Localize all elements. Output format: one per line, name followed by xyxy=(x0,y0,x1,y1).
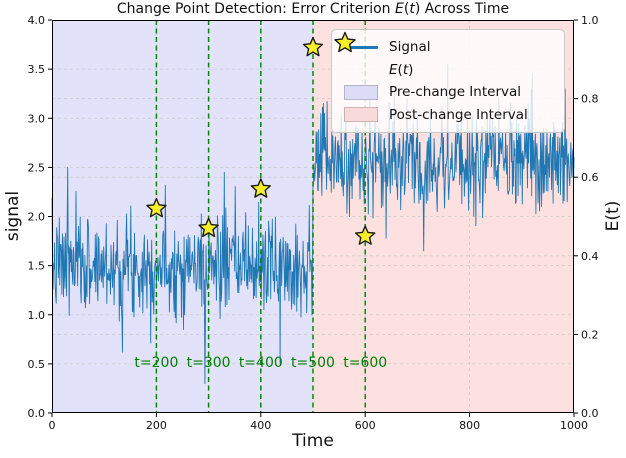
legend-row-e-t-: E(t) xyxy=(334,31,554,81)
y-tick-label-right: 0.8 xyxy=(581,93,599,106)
legend: Signal E(t) Pre-change Interval Post-change… xyxy=(331,29,565,133)
y-tick-label-left: 3.0 xyxy=(28,112,46,125)
x-axis-label: Time xyxy=(292,431,334,451)
x-tick-label: 200 xyxy=(146,419,167,432)
error-criterion-star-t300 xyxy=(198,217,219,238)
y-tick-label-left: 0.0 xyxy=(28,407,46,420)
y-tick-label-left: 2.0 xyxy=(28,211,46,224)
vline-label-600: t=600 xyxy=(343,355,387,371)
signal-line xyxy=(51,63,575,384)
y-tick-label-left: 3.5 xyxy=(28,63,46,76)
x-tick-label: 800 xyxy=(459,419,480,432)
vline-label-300: t=300 xyxy=(187,355,231,371)
change-point-vlines xyxy=(155,20,366,413)
y-tick-label-right: 1.0 xyxy=(581,14,599,27)
vline-label-500: t=500 xyxy=(291,355,335,371)
legend-label: Signal xyxy=(389,39,431,56)
x-tick-label: 400 xyxy=(250,419,271,432)
legend-row-post-change-interval: Post-change Interval xyxy=(342,104,554,126)
legend-patch-swatch xyxy=(342,107,380,123)
error-criterion-star-t500 xyxy=(302,36,324,57)
y-tick-label-right: 0.2 xyxy=(581,328,599,341)
x-tick-label: 1000 xyxy=(560,419,588,432)
vline-label-400: t=400 xyxy=(239,355,283,371)
error-criterion-star-t200 xyxy=(146,197,167,218)
y-tick-label-left: 2.5 xyxy=(28,161,46,174)
error-criterion-star-t400 xyxy=(250,178,271,198)
right-y-axis-label: E(t) xyxy=(603,200,623,232)
legend-label: Pre-change Interval xyxy=(389,84,522,101)
y-tick-label-left: 1.0 xyxy=(28,309,46,322)
y-tick-label-right: 0.0 xyxy=(581,407,599,420)
legend-label: Post-change Interval xyxy=(389,106,528,123)
y-tick-label-left: 0.5 xyxy=(28,358,46,371)
x-tick-label: 600 xyxy=(355,419,376,432)
vline-annotations: t=200 t=300 t=400 t=500 t=600 xyxy=(134,355,387,371)
error-criterion-star-t600 xyxy=(355,225,376,245)
legend-row-signal: Signal xyxy=(342,36,554,58)
legend-row-pre-change-interval: Pre-change Interval xyxy=(342,81,554,103)
legend-label: E(t) xyxy=(389,61,414,78)
legend-patch-swatch xyxy=(342,84,380,100)
axes: 0 200 400 600 800 1000 0.0 0.5 1.0 1.5 2… xyxy=(28,14,599,432)
y-tick-label-right: 0.6 xyxy=(581,171,599,184)
signal-series xyxy=(51,63,575,384)
error-criterion-stars xyxy=(146,36,376,245)
plot-border xyxy=(52,20,574,413)
y-tick-label-left: 4.0 xyxy=(28,14,46,27)
y-tick-label-left: 1.5 xyxy=(28,260,46,273)
legend-line-swatch xyxy=(342,45,380,49)
chart-title: Change Point Detection: Error Criterion … xyxy=(116,1,510,17)
x-tick-label: 0 xyxy=(49,419,56,432)
vline-label-200: t=200 xyxy=(134,355,178,371)
left-y-axis-label: signal xyxy=(3,190,23,242)
y-tick-label-right: 0.4 xyxy=(581,250,599,263)
